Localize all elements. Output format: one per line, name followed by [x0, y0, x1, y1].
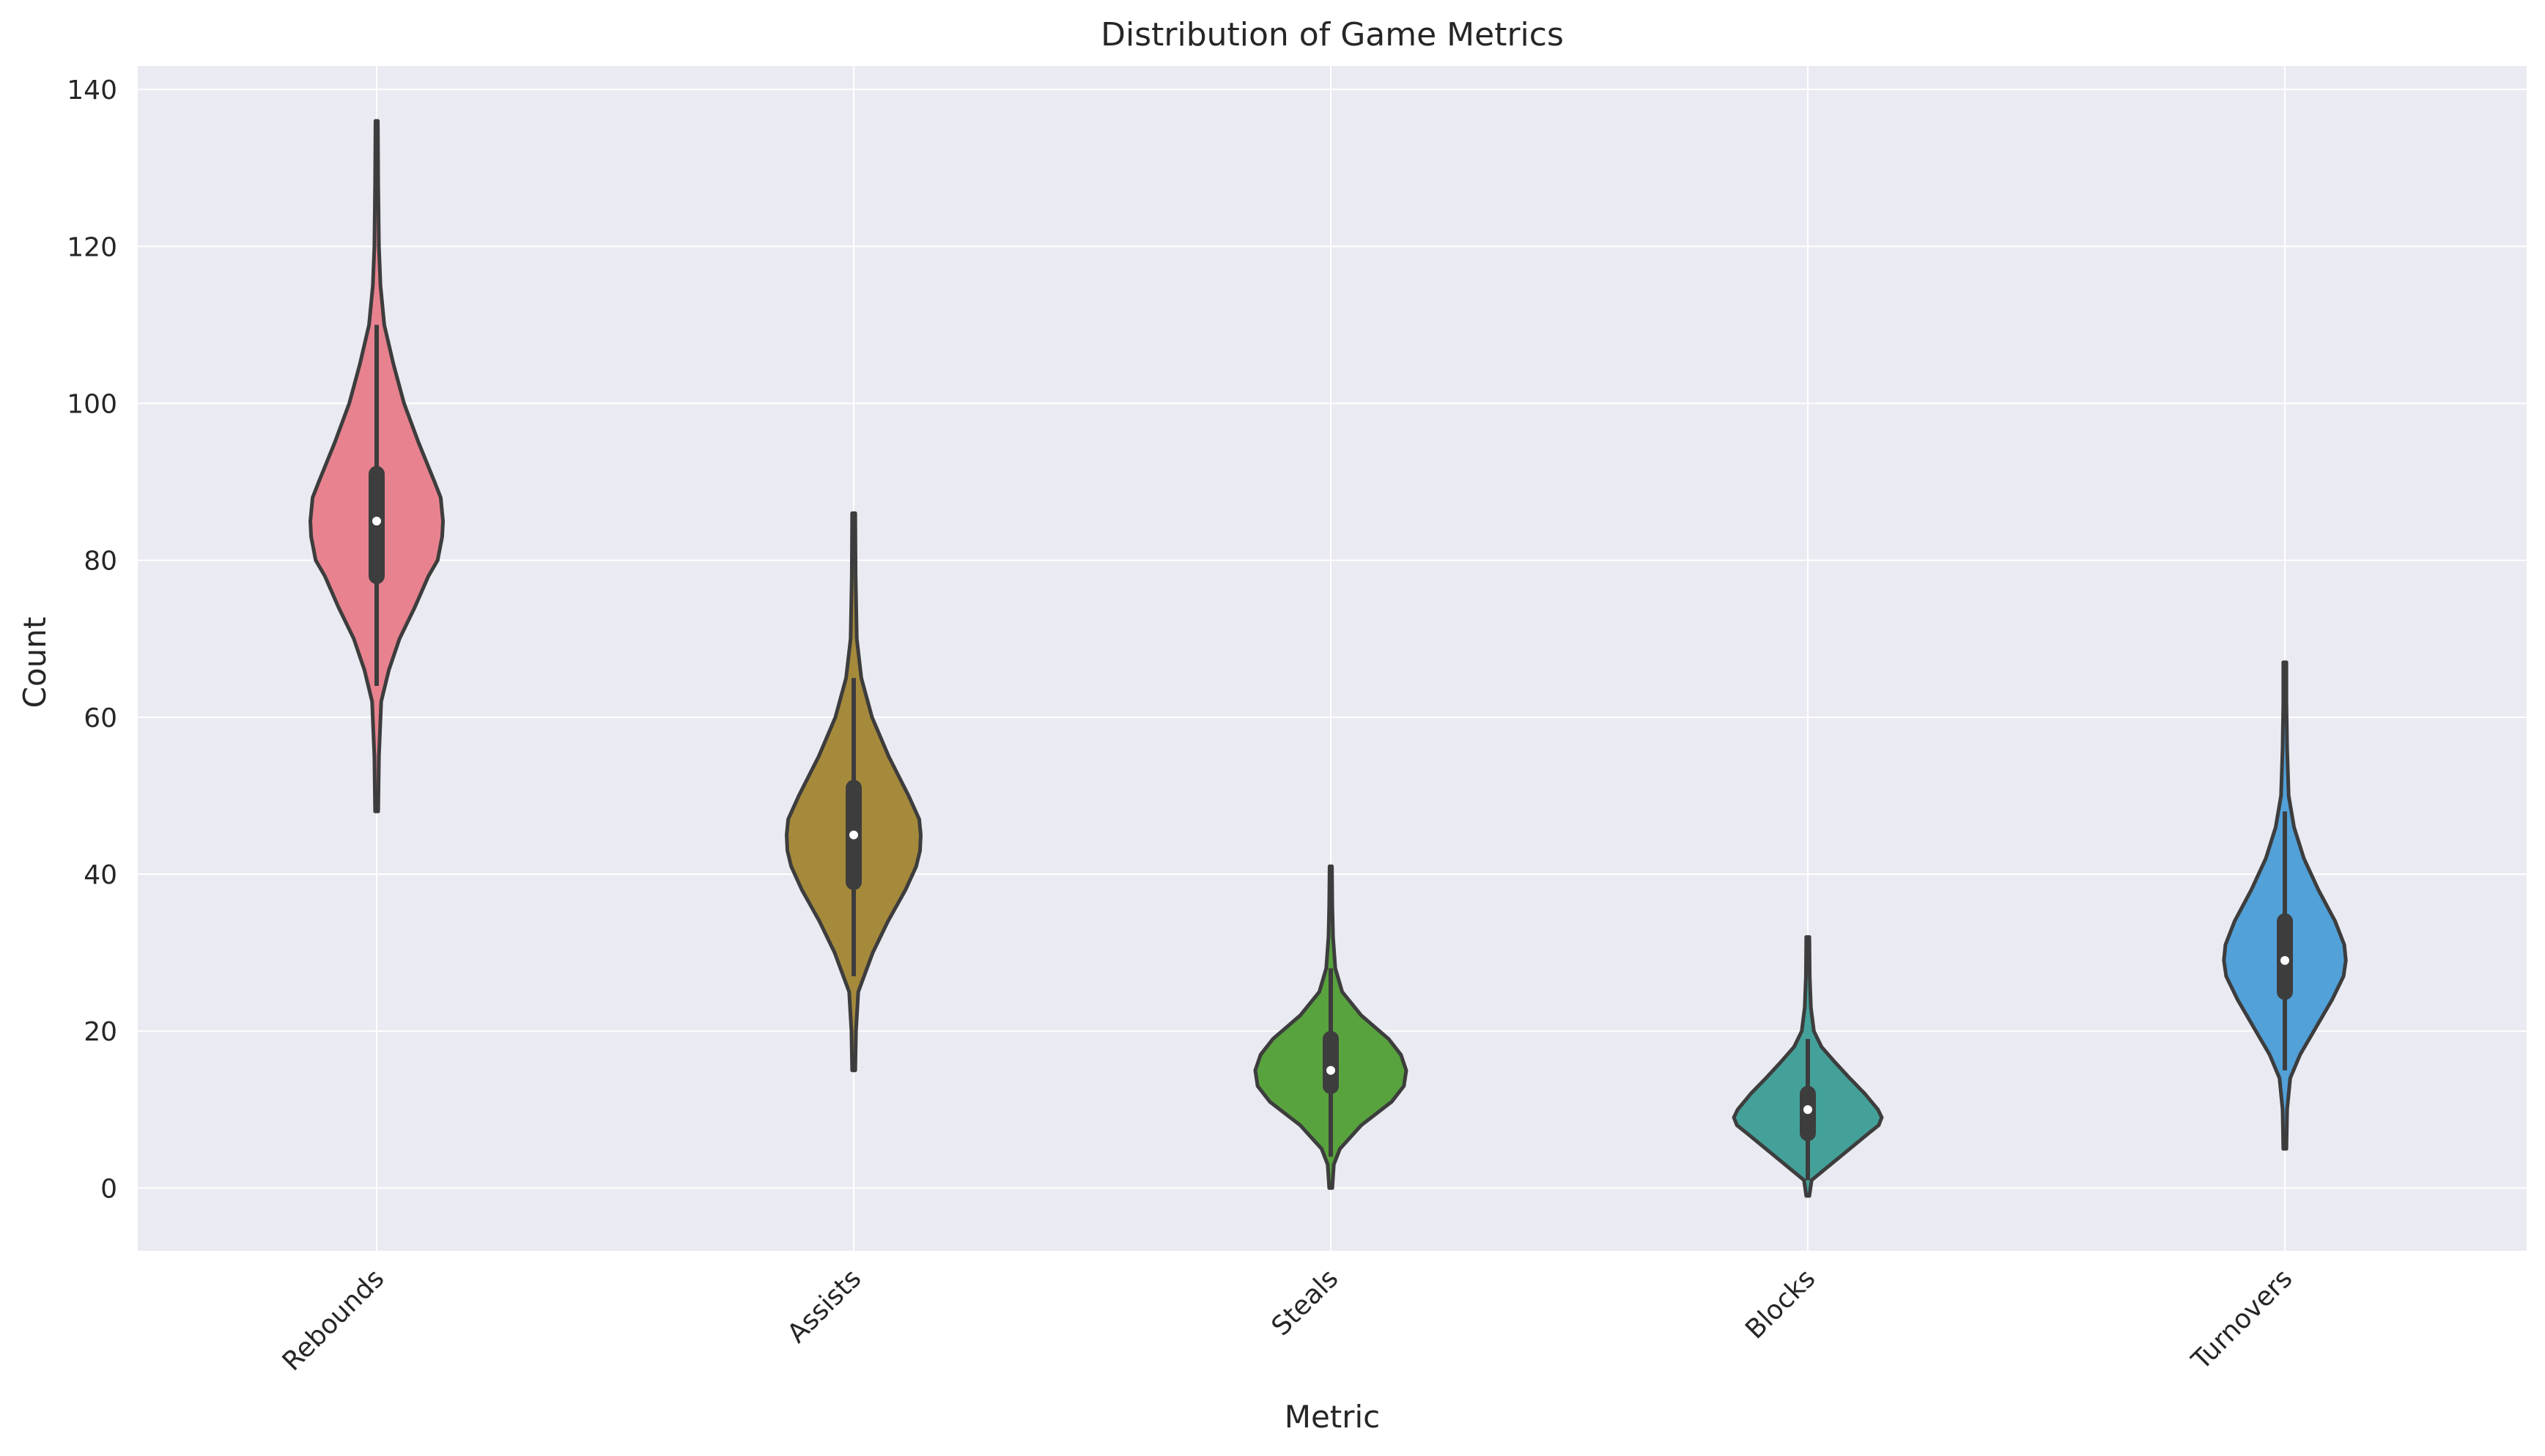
y-tick-label: 120	[67, 232, 117, 262]
x-axis-title: Metric	[1285, 1399, 1381, 1435]
median-marker	[2280, 956, 2289, 965]
chart-title: Distribution of Game Metrics	[1101, 16, 1564, 53]
y-tick-label: 60	[84, 703, 117, 733]
y-tick-label: 40	[84, 860, 117, 890]
y-tick-label: 0	[100, 1174, 117, 1204]
median-marker	[849, 830, 858, 840]
median-marker	[1803, 1105, 1812, 1115]
y-tick-label: 140	[67, 75, 117, 106]
x-tick-label: Turnovers	[2186, 1263, 2299, 1376]
y-tick-labels: 0 20 40 60 80 100 120 140	[67, 75, 117, 1204]
y-tick-label: 80	[84, 547, 117, 577]
box-layer	[369, 325, 2293, 1180]
x-tick-labels: Rebounds Assists Steals Blocks Turnovers	[277, 1263, 2299, 1377]
x-tick-label: Blocks	[1740, 1263, 1821, 1345]
x-tick-label: Steals	[1266, 1263, 1345, 1342]
y-tick-label: 100	[67, 389, 117, 419]
median-marker	[1326, 1065, 1335, 1075]
median-marker	[372, 517, 381, 526]
x-tick-label: Assists	[782, 1263, 868, 1349]
x-tick-label: Rebounds	[277, 1263, 391, 1377]
y-tick-label: 20	[84, 1017, 117, 1047]
y-axis-title: Count	[17, 617, 53, 709]
